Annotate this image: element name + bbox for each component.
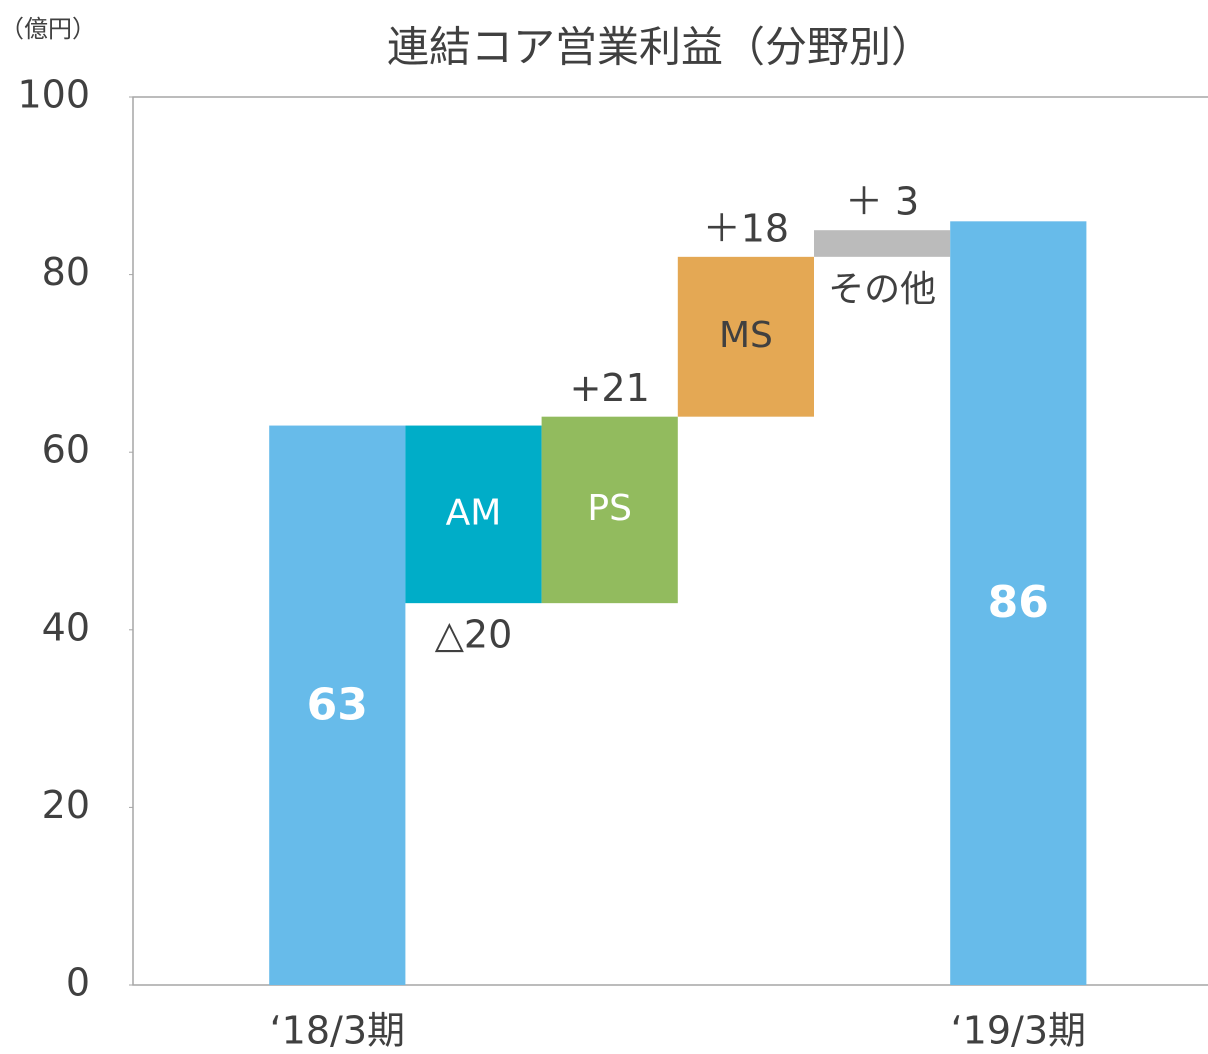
y-tick-label: 60 — [42, 428, 90, 472]
bar — [405, 425, 542, 604]
x-tick-label: ‘19/3期 — [951, 1009, 1086, 1053]
data-label: 63 — [307, 679, 368, 730]
bar — [814, 230, 951, 257]
segment-label: AM — [446, 492, 502, 533]
y-tick-label: 0 — [66, 961, 90, 1005]
data-label: 86 — [988, 577, 1049, 628]
chart-title: 連結コア営業利益（分野別） — [387, 23, 933, 72]
y-tick-label: 80 — [42, 250, 90, 294]
data-label: △20 — [435, 613, 513, 657]
segment-label: その他 — [828, 269, 936, 310]
bar — [541, 416, 678, 604]
plot-frame — [132, 96, 1208, 986]
data-label: +21 — [570, 366, 650, 410]
data-label: ＋ 3 — [845, 180, 919, 224]
y-axis-unit: （億円） — [0, 15, 96, 43]
y-tick-label: 40 — [42, 605, 90, 649]
y-tick-label: 100 — [17, 73, 90, 117]
x-tick-label: ‘18/3期 — [270, 1009, 405, 1053]
segment-label: MS — [719, 315, 773, 356]
segment-label: PS — [587, 488, 632, 529]
bar — [269, 425, 406, 985]
data-label: ＋18 — [703, 206, 789, 250]
bar — [677, 256, 814, 417]
bar — [950, 221, 1087, 985]
y-tick-label: 20 — [42, 783, 90, 827]
